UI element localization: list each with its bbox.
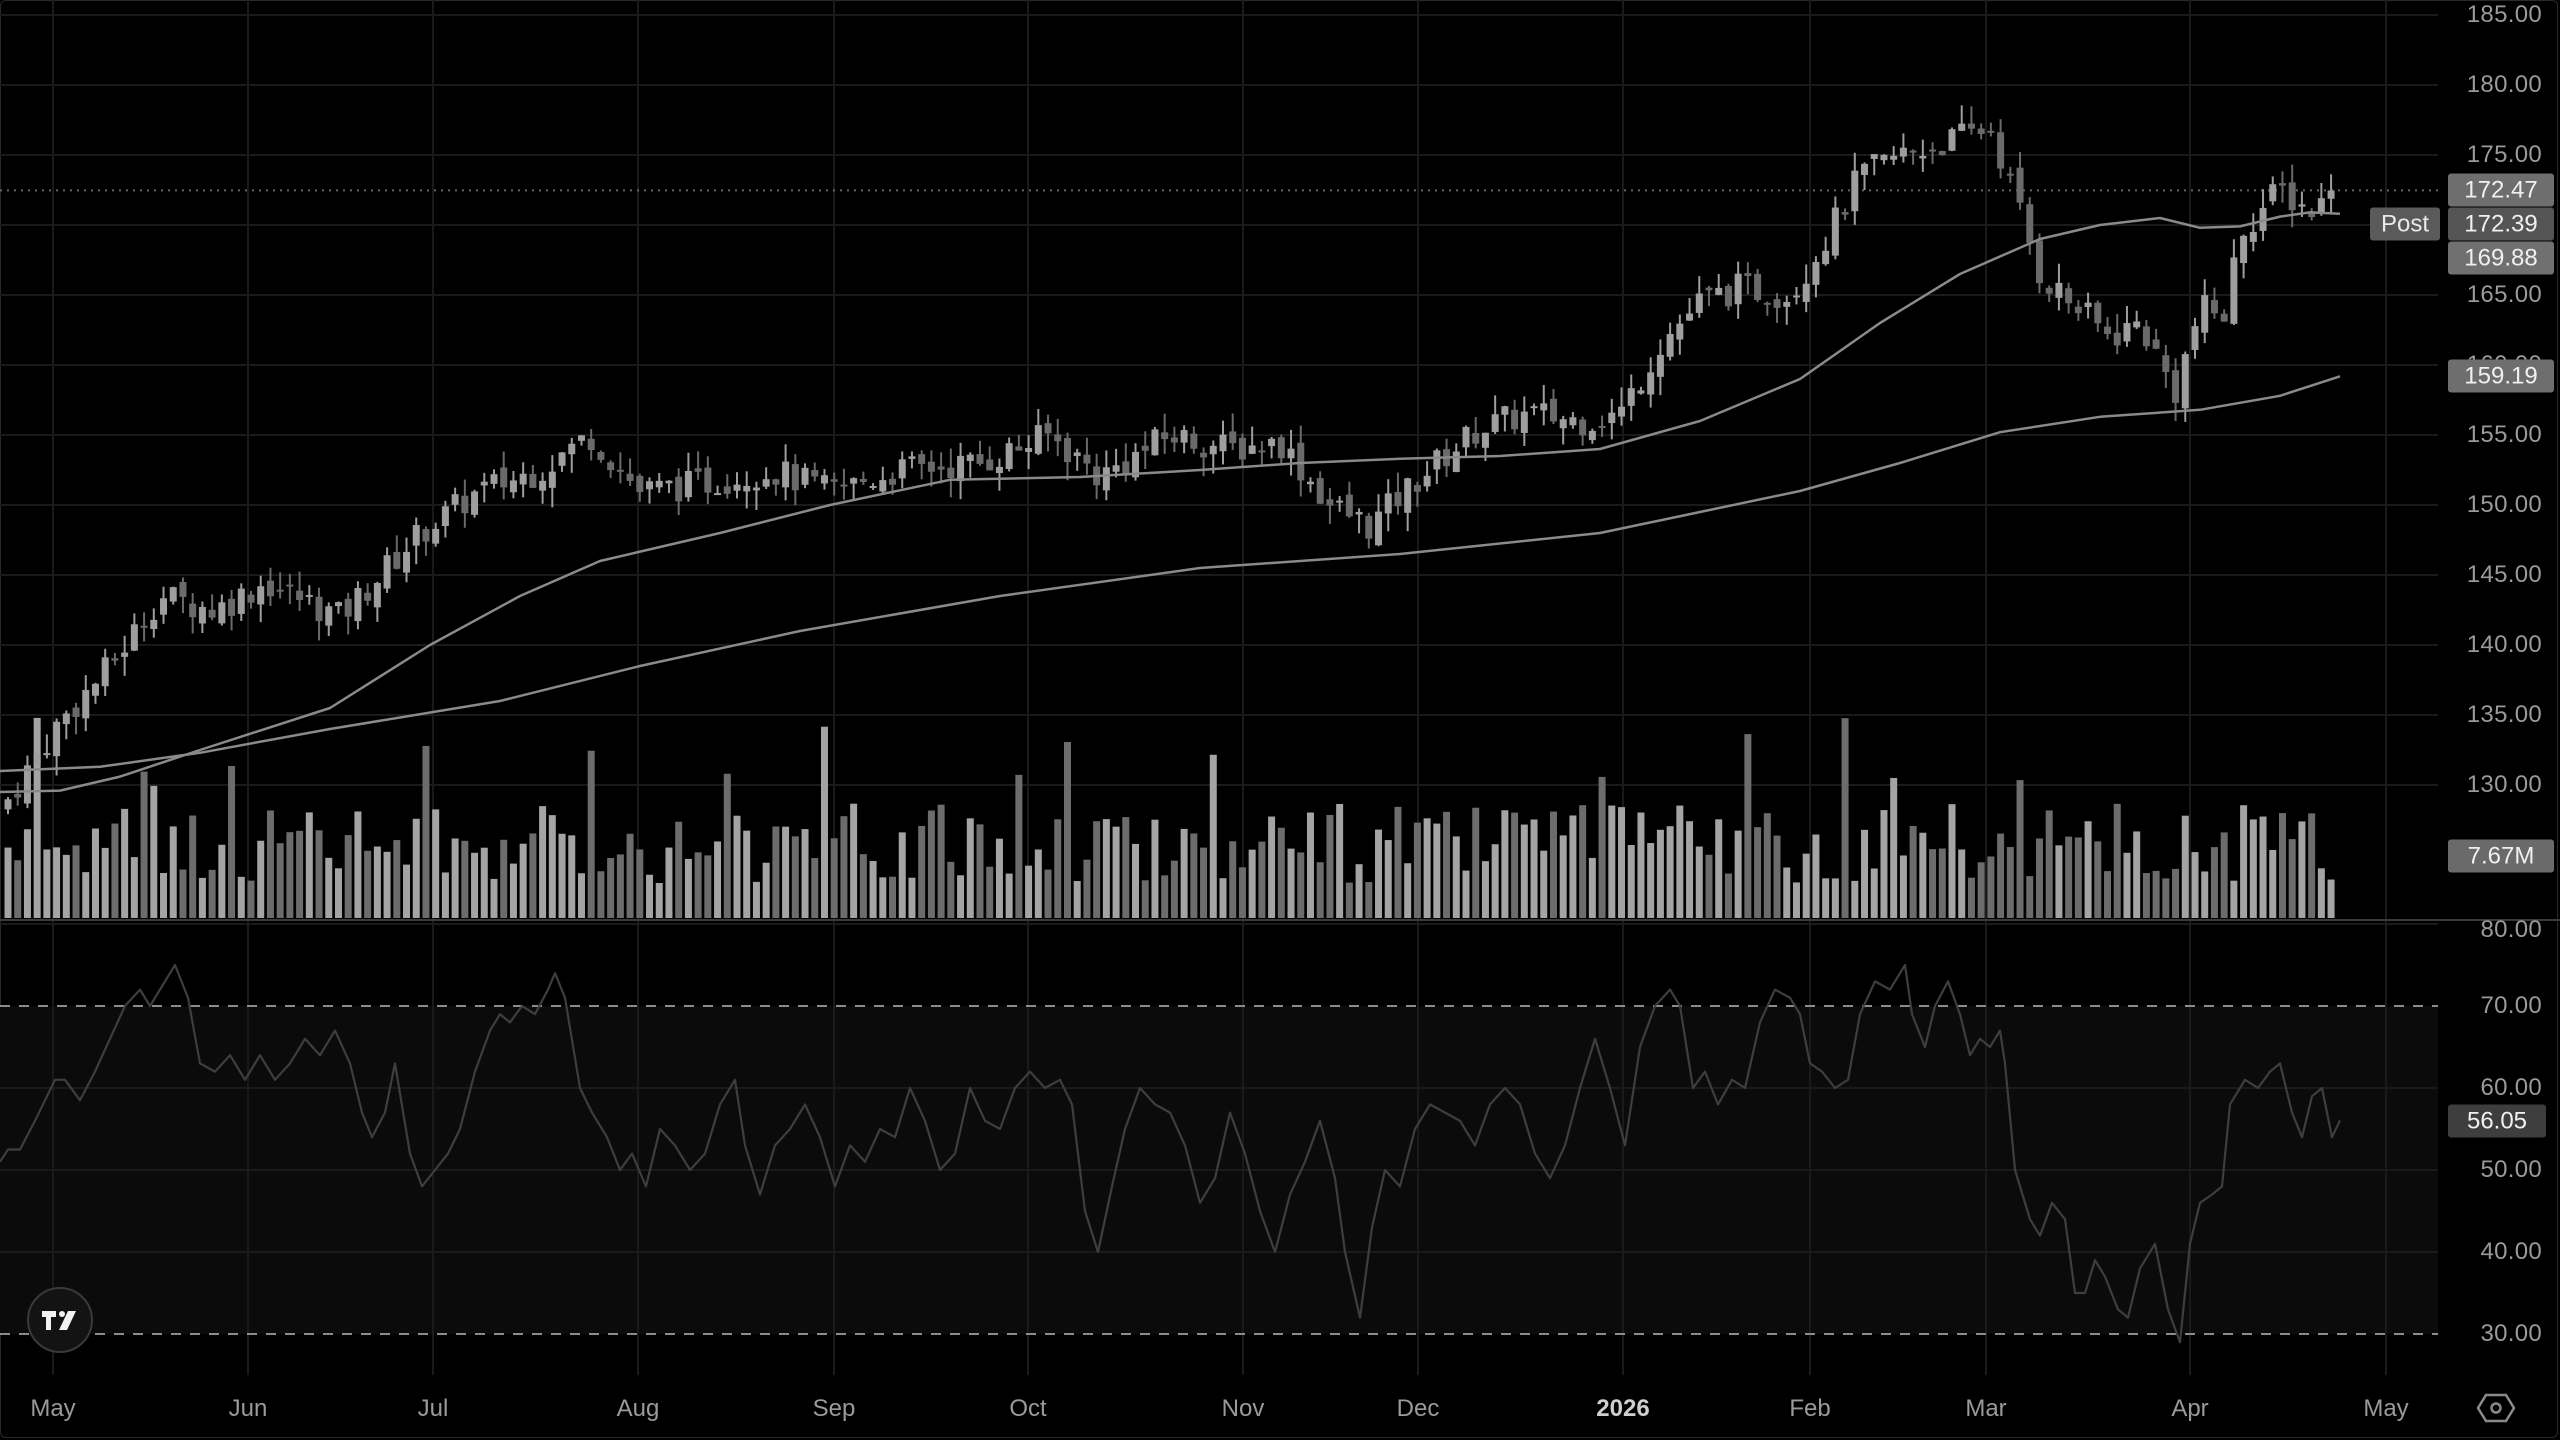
price-axis-tick: 185.00 bbox=[2466, 1, 2542, 28]
time-axis-label: Feb bbox=[1789, 1395, 1831, 1422]
time-axis-label: Aug bbox=[616, 1395, 660, 1422]
rsi-axis-tick: 50.00 bbox=[2480, 1156, 2542, 1183]
time-axis-label: 2026 bbox=[1596, 1395, 1650, 1422]
ma-slow-value-tag: 159.19 bbox=[2448, 359, 2554, 393]
rsi-axis-tick: 30.00 bbox=[2480, 1320, 2542, 1347]
price-axis-tick: 135.00 bbox=[2466, 701, 2542, 728]
rsi-value-tag: 56.05 bbox=[2448, 1104, 2546, 1138]
time-axis-label: May bbox=[30, 1395, 76, 1422]
time-axis-label: Sep bbox=[812, 1395, 856, 1422]
price-axis-tick: 130.00 bbox=[2466, 771, 2542, 798]
rsi-axis-tick: 80.00 bbox=[2480, 916, 2542, 943]
price-axis-tick: 180.00 bbox=[2466, 71, 2542, 98]
rsi-axis-tick: 40.00 bbox=[2480, 1238, 2542, 1265]
rsi-axis-tick: 70.00 bbox=[2480, 992, 2542, 1019]
time-axis-label: Jun bbox=[228, 1395, 268, 1422]
price-axis-tick: 150.00 bbox=[2466, 491, 2542, 518]
post-market-label: Post bbox=[2370, 207, 2441, 241]
last-price-tag: 172.47 bbox=[2448, 173, 2554, 207]
ma-fast-value-tag: 169.88 bbox=[2448, 241, 2554, 275]
time-axis-label: Nov bbox=[1221, 1395, 1265, 1422]
post-market-price-tag: 172.39 bbox=[2448, 207, 2554, 241]
price-axis-tick: 175.00 bbox=[2466, 141, 2542, 168]
time-axis-label: Oct bbox=[1009, 1395, 1047, 1422]
settings-hexagon-icon[interactable] bbox=[2476, 1393, 2516, 1423]
volume-value-tag: 7.67M bbox=[2448, 839, 2554, 873]
time-axis-label: May bbox=[2363, 1395, 2409, 1422]
tradingview-logo-icon[interactable] bbox=[27, 1287, 93, 1353]
rsi-axis-tick: 60.00 bbox=[2480, 1074, 2542, 1101]
time-axis-label: Apr bbox=[2171, 1395, 2209, 1422]
time-axis-label: Mar bbox=[1965, 1395, 2007, 1422]
price-axis-tick: 140.00 bbox=[2466, 631, 2542, 658]
time-axis-label: Dec bbox=[1396, 1395, 1440, 1422]
price-axis-tick: 145.00 bbox=[2466, 561, 2542, 588]
time-axis-label: Jul bbox=[417, 1395, 449, 1422]
price-axis-tick: 165.00 bbox=[2466, 281, 2542, 308]
price-axis-tick: 155.00 bbox=[2466, 421, 2542, 448]
